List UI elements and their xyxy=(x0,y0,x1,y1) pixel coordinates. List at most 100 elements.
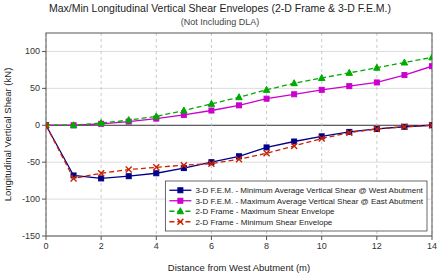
grid-line xyxy=(46,88,432,89)
point xyxy=(319,87,324,92)
legend-label: 2-D Frame - Minimum Shear Envelope xyxy=(195,218,332,227)
tick xyxy=(42,162,46,163)
tick xyxy=(321,236,322,240)
point xyxy=(71,123,76,128)
x-axis-label: Distance from West Abutment (m) xyxy=(168,262,310,273)
point xyxy=(292,92,297,97)
point xyxy=(208,100,214,106)
point xyxy=(430,123,433,128)
tick-label: 8 xyxy=(264,241,269,251)
tick xyxy=(42,236,46,237)
point xyxy=(430,64,433,69)
data xyxy=(46,54,432,182)
point xyxy=(401,124,407,130)
legend-label: 3-D F.E.M. - Minimum Average Vertical Sh… xyxy=(195,186,423,195)
legend-marker xyxy=(178,188,183,193)
tick-label: 14 xyxy=(427,241,437,251)
point xyxy=(347,84,352,89)
tick xyxy=(266,236,267,240)
tick-label: -150 xyxy=(22,231,40,241)
point xyxy=(208,161,214,167)
point xyxy=(98,120,104,126)
tick-label: 12 xyxy=(372,241,382,251)
tick xyxy=(432,236,433,240)
series xyxy=(46,123,432,181)
point xyxy=(70,122,76,128)
point xyxy=(346,130,352,136)
legend-marker xyxy=(177,219,183,225)
point xyxy=(429,122,432,128)
tick xyxy=(101,236,102,240)
point xyxy=(291,80,297,86)
tick-label: 4 xyxy=(154,241,159,251)
legend-label: 2-D Frame - Maximum Shear Envelope xyxy=(195,207,335,216)
point xyxy=(181,107,187,113)
point xyxy=(401,59,407,65)
point xyxy=(374,80,379,85)
point xyxy=(263,86,269,92)
line xyxy=(46,66,432,125)
point xyxy=(98,170,104,176)
grid-line xyxy=(46,162,432,163)
legend-box xyxy=(165,181,427,231)
tick-label: -100 xyxy=(22,194,40,204)
tick-label: 100 xyxy=(25,46,40,56)
tick-label: 6 xyxy=(209,241,214,251)
tick-label: 0 xyxy=(43,241,48,251)
tick xyxy=(42,88,46,89)
point xyxy=(402,73,407,78)
chart: Max/Min Longitudinal Vertical Shear Enve… xyxy=(0,0,440,275)
point xyxy=(99,176,104,181)
tick xyxy=(42,51,46,52)
point xyxy=(126,117,132,123)
line xyxy=(46,125,432,178)
tick xyxy=(211,236,212,240)
grid-line xyxy=(46,51,432,52)
point xyxy=(237,103,242,108)
point xyxy=(264,145,269,150)
point xyxy=(319,75,325,81)
legend-marker xyxy=(178,198,183,203)
line xyxy=(46,57,432,125)
point xyxy=(71,175,77,181)
tick xyxy=(46,236,47,240)
point xyxy=(346,69,352,75)
tick xyxy=(376,236,377,240)
legend-label: 3-D F.E.M. - Maximum Average Vertical Sh… xyxy=(195,197,423,206)
point xyxy=(126,174,131,179)
point xyxy=(46,122,49,128)
line xyxy=(46,125,432,178)
point xyxy=(236,156,242,162)
series xyxy=(46,54,432,128)
point xyxy=(374,126,380,132)
y-axis-label: Longitudinal Vertical Shear (kN) xyxy=(2,68,13,202)
tick-label: 0 xyxy=(35,120,40,130)
title: Max/Min Longitudinal Vertical Shear Enve… xyxy=(49,2,391,14)
point xyxy=(236,94,242,100)
tick-label: -50 xyxy=(27,157,40,167)
point xyxy=(153,113,159,119)
tick-label: 10 xyxy=(317,241,327,251)
point xyxy=(264,150,270,156)
point xyxy=(181,162,187,168)
point xyxy=(264,96,269,101)
point xyxy=(153,164,159,170)
axes: -150 -100 -50 0 50 100 0 2 4 6 8 10 12 14 xyxy=(22,46,437,251)
grid-line xyxy=(101,33,102,236)
tick xyxy=(42,125,46,126)
grid xyxy=(46,33,432,236)
point xyxy=(291,143,297,149)
series xyxy=(46,122,432,181)
tick-label: 2 xyxy=(99,241,104,251)
point xyxy=(154,171,159,176)
point xyxy=(429,54,432,60)
tick xyxy=(156,236,157,240)
point xyxy=(126,167,132,173)
legend: 3-D F.E.M. - Minimum Average Vertical Sh… xyxy=(165,181,427,231)
legend-marker xyxy=(177,208,183,214)
series xyxy=(46,64,432,128)
tick-label: 50 xyxy=(30,83,40,93)
grid-line xyxy=(156,33,157,236)
subtitle: (Not Including DLA) xyxy=(181,17,260,27)
tick xyxy=(42,199,46,200)
